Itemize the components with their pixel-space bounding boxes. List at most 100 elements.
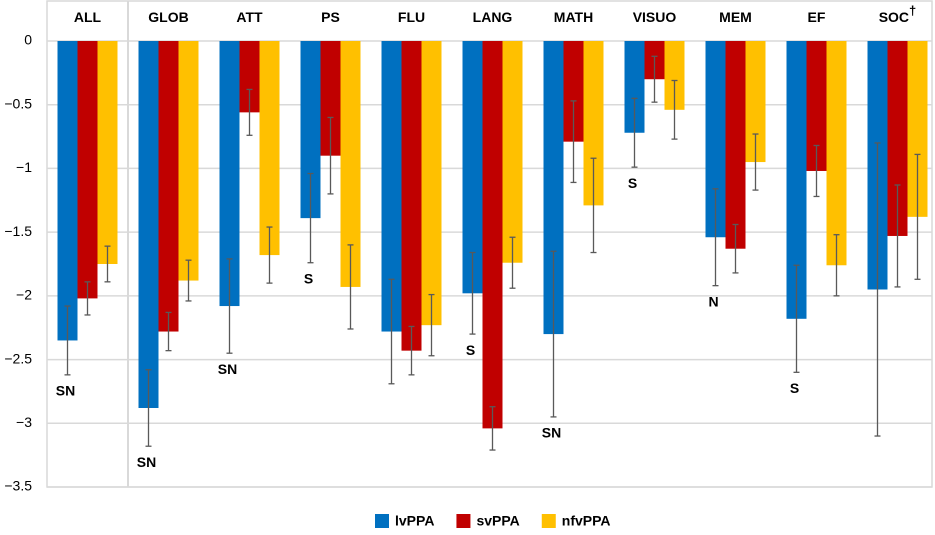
error-bar <box>185 259 192 302</box>
error-bar <box>752 133 759 191</box>
category-label: VISUO <box>633 9 677 25</box>
legend-label: lvPPA <box>395 513 434 529</box>
error-bar <box>833 234 840 297</box>
bar <box>664 41 685 110</box>
annotation: S <box>628 175 637 191</box>
bar <box>806 41 827 171</box>
bar <box>259 41 280 256</box>
bar <box>381 41 402 332</box>
y-tick-label: 0 <box>24 32 32 48</box>
bar <box>138 41 159 408</box>
bar <box>563 41 584 142</box>
bar <box>421 41 442 326</box>
error-bar <box>489 406 496 451</box>
annotation: S <box>466 342 475 358</box>
annotation: N <box>708 293 718 309</box>
category-name: FLU <box>398 9 425 25</box>
bar <box>300 41 321 219</box>
error-bar <box>793 264 800 373</box>
legend-label: nfvPPA <box>562 513 611 529</box>
bar <box>543 41 564 335</box>
category-label: ATT <box>236 9 263 25</box>
category-label: FLU <box>398 9 425 25</box>
error-bar <box>246 88 253 136</box>
category-name: ATT <box>236 9 263 25</box>
error-bar <box>874 142 881 437</box>
bar <box>826 41 847 266</box>
category-label: GLOB <box>148 9 188 25</box>
bar <box>340 41 361 287</box>
category-name: VISUO <box>633 9 677 25</box>
error-bar <box>631 97 638 168</box>
error-bar <box>266 226 273 284</box>
bar <box>239 41 260 113</box>
category-name: MEM <box>719 9 752 25</box>
y-tick-label: −2 <box>16 287 32 303</box>
y-tick-label: −2.5 <box>4 350 32 366</box>
bar <box>907 41 928 217</box>
bar <box>745 41 766 163</box>
bar <box>482 41 503 429</box>
category-label: PS <box>321 9 340 25</box>
annotation: SN <box>542 425 561 441</box>
bar <box>178 41 199 281</box>
error-bar <box>712 188 719 287</box>
category-name: GLOB <box>148 9 188 25</box>
category-label: MEM <box>719 9 752 25</box>
y-tick-label: −0.5 <box>4 95 32 111</box>
error-bar <box>428 293 435 357</box>
y-tick-label: −1 <box>16 159 32 175</box>
bar <box>57 41 78 341</box>
error-bar <box>509 236 516 289</box>
bar <box>401 41 422 351</box>
annotation: SN <box>218 361 237 377</box>
error-bar <box>226 258 233 354</box>
error-bar <box>408 325 415 376</box>
legend: lvPPA svPPA nfvPPA <box>375 513 611 529</box>
category-label: EF <box>808 9 826 25</box>
bar <box>158 41 179 332</box>
error-bar <box>550 250 557 418</box>
bar <box>786 41 807 319</box>
category-name: SOC <box>879 9 909 25</box>
category-name: LANG <box>473 9 513 25</box>
error-bar <box>651 55 658 103</box>
legend-swatch <box>456 514 471 528</box>
category-name: PS <box>321 9 340 25</box>
error-bar <box>813 144 820 198</box>
category-name: ALL <box>74 9 102 25</box>
plot-frame <box>46 0 933 488</box>
error-bar <box>84 281 91 316</box>
bar <box>705 41 726 238</box>
category-label: SOC† <box>879 3 917 24</box>
bar <box>320 41 341 156</box>
legend-swatch <box>541 514 556 528</box>
error-bar <box>388 278 395 385</box>
category-label: ALL <box>74 9 102 25</box>
category-label: MATH <box>554 9 593 25</box>
error-bar <box>590 157 597 254</box>
error-bar <box>165 311 172 352</box>
error-bar <box>145 369 152 447</box>
error-bar <box>327 116 334 195</box>
category-label: LANG <box>473 9 513 25</box>
bar <box>502 41 523 263</box>
error-bar <box>64 305 71 376</box>
y-tick-label: −3.5 <box>4 478 32 494</box>
bar <box>887 41 908 236</box>
y-tick-label: −1.5 <box>4 223 32 239</box>
bar <box>624 41 645 133</box>
y-tick-label: −3 <box>16 414 32 430</box>
error-bar <box>914 153 921 280</box>
annotation: S <box>304 270 313 286</box>
bar <box>219 41 240 307</box>
bar <box>462 41 483 294</box>
error-bar <box>570 100 577 184</box>
bar <box>97 41 118 264</box>
bar <box>77 41 98 299</box>
error-bar <box>469 251 476 335</box>
annotation: SN <box>56 383 75 399</box>
annotation: S <box>790 380 799 396</box>
category-name: EF <box>808 9 826 25</box>
